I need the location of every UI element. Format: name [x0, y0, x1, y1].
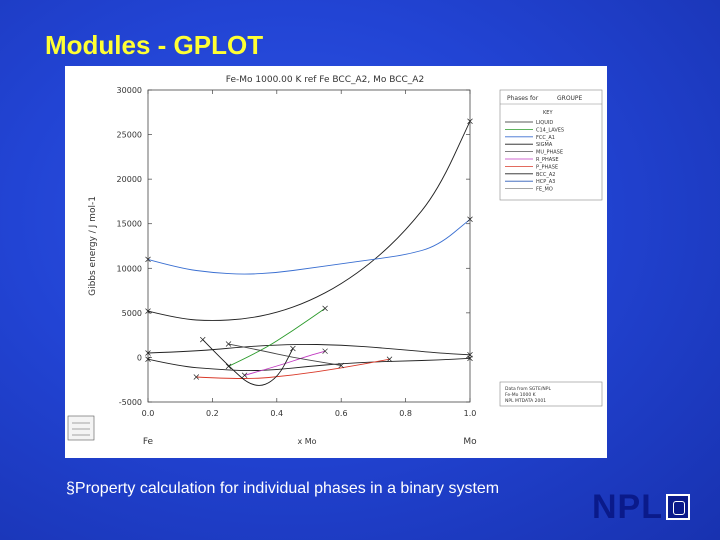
y-axis-ticks: -5000 0 5000 10000 15000 20000 25000 30000: [117, 86, 470, 407]
legend-entry-label: P_PHASE: [536, 164, 558, 170]
series-endpoint-marker: [290, 345, 296, 352]
series-line-3: [147, 218, 471, 275]
series-line-6: [244, 350, 326, 376]
series-endpoint-marker: [241, 372, 248, 379]
npl-logo: NPL: [592, 490, 690, 524]
slide-title: Modules - GPLOT: [45, 30, 264, 60]
npl-logo-text: NPL: [592, 488, 663, 526]
legend-entry-label: BCC_A2: [536, 172, 555, 178]
x-end-label-right: Mo: [463, 437, 477, 447]
series-endpoint-marker: [145, 350, 151, 356]
legend-entry-label: MU_PHASE: [536, 150, 563, 156]
series-line-5: [196, 358, 390, 379]
series-line-7: [202, 339, 294, 386]
series-endpoint-marker: [145, 308, 151, 314]
legend-box: [499, 89, 603, 201]
series-line-0: [147, 121, 471, 321]
footer-line-1: Data from SGTE/NPL: [505, 386, 551, 392]
chart-title: Fe-Mo 1000.00 K ref Fe BCC_A2, Mo BCC_A2: [226, 75, 424, 85]
series-endpoint-marker: [145, 356, 151, 362]
series-endpoint-marker: [467, 216, 473, 223]
series-endpoint-marker: [386, 356, 393, 362]
series-group: [147, 121, 471, 386]
plot-frame: [147, 89, 471, 403]
series-endpoint-marker: [145, 256, 151, 263]
plot-panel: Fe-Mo 1000.00 K ref Fe BCC_A2, Mo BCC_A2…: [65, 66, 607, 458]
x-tick-label: 0.6: [335, 409, 348, 418]
series-line-1: [147, 357, 471, 371]
legend-header-label: Phases for: [507, 95, 539, 102]
legend-header-value: GROUPE: [557, 95, 583, 102]
footer-line-3: NPL MTDATA 2001: [505, 398, 546, 404]
series-endpoint-marker: [322, 348, 328, 354]
x-tick-label: 1.0: [464, 409, 477, 418]
series-endpoint-marker: [225, 363, 232, 370]
legend-entry-label: FE_MO: [536, 187, 553, 193]
series-endpoint-marker: [225, 341, 232, 347]
x-tick-label: 0.8: [399, 409, 412, 418]
series-endpoint-marker: [467, 352, 473, 358]
series-line-8: [228, 343, 342, 366]
legend-entry-label: LIQUID: [536, 120, 553, 126]
mtdata-logo-icon: [67, 415, 95, 441]
legend-entry-label: C14_LAVES: [536, 127, 564, 133]
legend-entry-label: HCP_A3: [536, 179, 555, 185]
x-tick-label: 0.4: [270, 409, 283, 418]
x-tick-label: 0.2: [206, 409, 219, 418]
series-endpoint-marker: [467, 118, 473, 124]
legend-entry-label: FCC_A1: [536, 135, 555, 141]
y-tick-label: 10000: [117, 264, 142, 273]
series-endpoint-marker: [322, 305, 328, 312]
series-line-4: [228, 308, 326, 367]
caption: §Property calculation for individual pha…: [66, 480, 500, 497]
x-axis-label: x Mo: [297, 437, 316, 446]
markers: [145, 118, 473, 380]
y-tick-label: 25000: [117, 131, 142, 140]
y-tick-label: 20000: [117, 175, 142, 184]
gibbs-energy-chart: Fe-Mo 1000.00 K ref Fe BCC_A2, Mo BCC_A2…: [65, 66, 607, 458]
x-axis-ticks: 0.0 0.2 0.4 0.6 0.8 1.0: [142, 90, 477, 418]
npl-crest-icon: [666, 494, 690, 520]
legend-entry-label: SIGMA: [536, 142, 553, 148]
y-tick-label: 5000: [122, 309, 142, 318]
series-endpoint-marker: [199, 336, 206, 343]
x-end-label-left: Fe: [143, 437, 154, 447]
y-tick-label: 30000: [117, 86, 142, 95]
series-endpoint-marker: [338, 362, 344, 369]
y-tick-label: 15000: [117, 220, 142, 229]
x-tick-label: 0.0: [142, 409, 155, 418]
y-tick-label: -5000: [119, 398, 142, 407]
footer-line-2: Fe-Mo 1000 K: [505, 392, 537, 398]
series-endpoint-marker: [193, 374, 200, 380]
y-tick-label: 0: [137, 353, 142, 362]
legend-entry-label: R_PHASE: [536, 157, 559, 163]
legend-key-label: KEY: [543, 110, 553, 116]
footer-box: [499, 381, 603, 407]
y-axis-label: Gibbs energy / J mol-1: [88, 196, 98, 296]
series-line-2: [147, 343, 471, 356]
